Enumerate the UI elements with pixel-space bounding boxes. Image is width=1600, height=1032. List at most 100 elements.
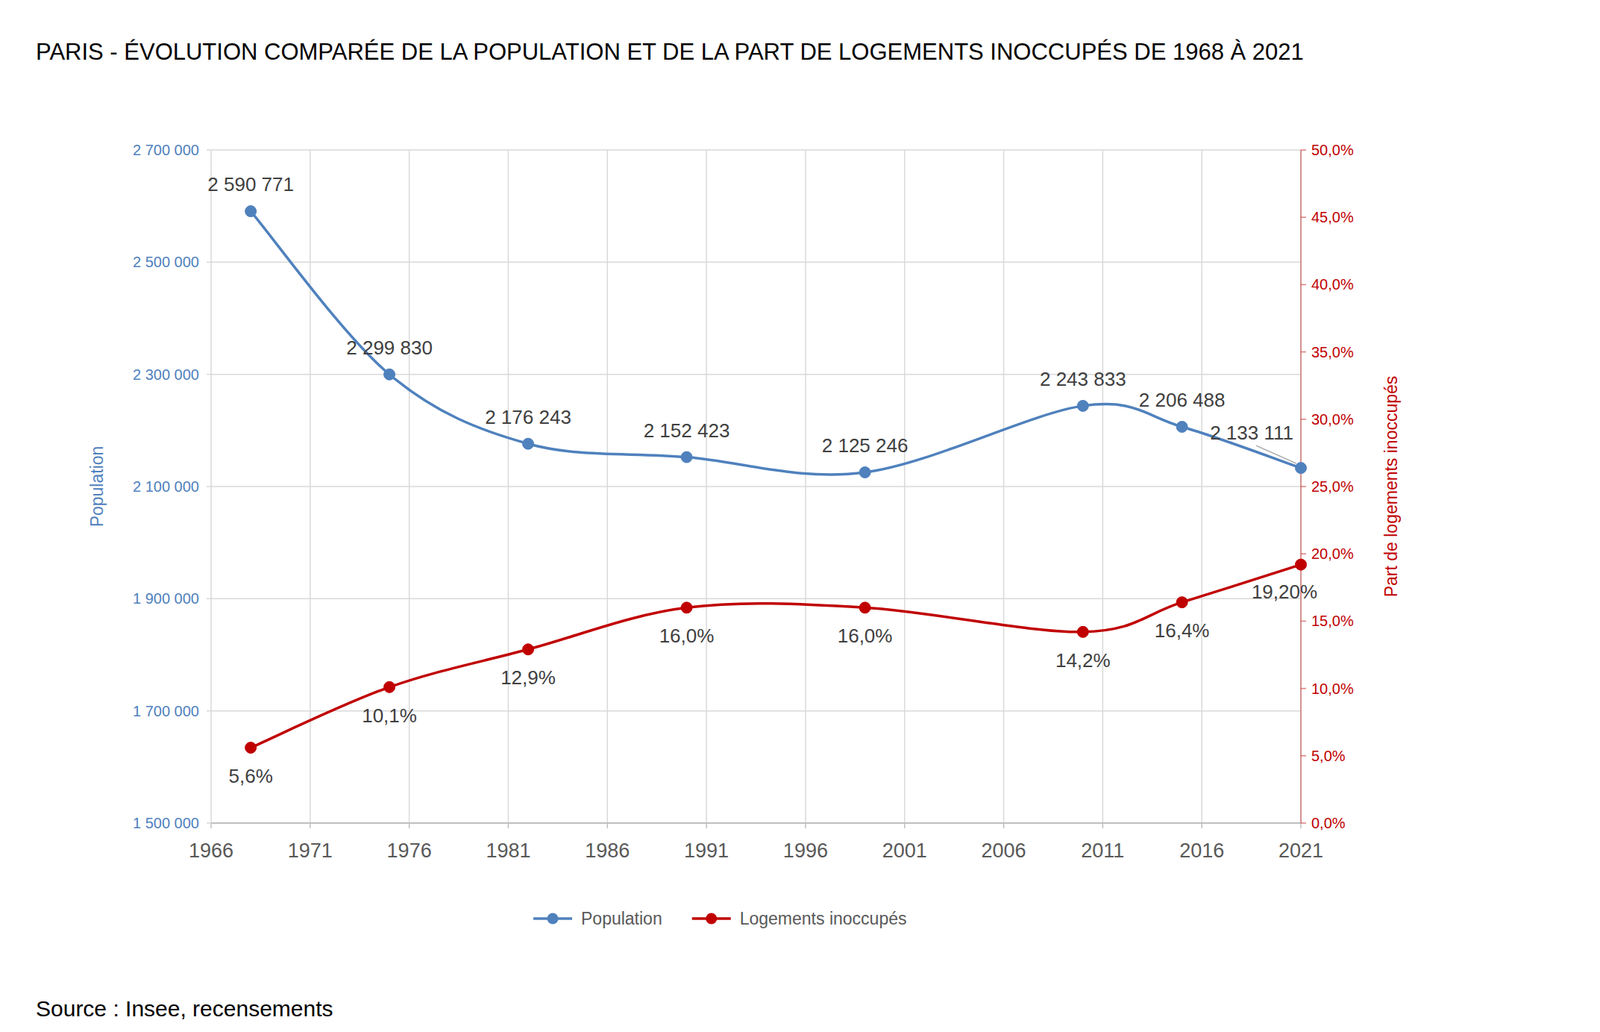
- y2-tick-label: 25,0%: [1311, 478, 1354, 495]
- data-label: 10,1%: [361, 704, 417, 727]
- x-tick-label: 1996: [783, 839, 828, 862]
- y-tick-label: 1 500 000: [132, 814, 200, 831]
- y2-tick-label: 30,0%: [1311, 411, 1354, 428]
- title: PARIS - ÉVOLUTION COMPARÉE DE LA POPULAT…: [35, 38, 1304, 65]
- source: Source : Insee, recensements: [35, 995, 334, 1021]
- y-tick: [206, 710, 212, 712]
- y-tick: [206, 598, 212, 600]
- y-tick-label: 2 300 000: [132, 366, 200, 383]
- y2-axis-title: Part de logements inoccupés: [1381, 375, 1401, 598]
- x-tick-label: 1976: [387, 839, 432, 862]
- y2-tick: [1300, 620, 1307, 623]
- series-marker: [1295, 558, 1307, 570]
- x-tick: [309, 822, 312, 828]
- y2-tick: [1300, 351, 1307, 353]
- y-grid-line: [211, 822, 1301, 824]
- background: [0, 0, 1600, 1032]
- series-marker: [681, 601, 693, 614]
- series-marker: [681, 451, 693, 463]
- data-label: 2 299 830: [346, 336, 433, 359]
- x-tick-label: 2021: [1278, 839, 1324, 862]
- series-marker: [1176, 420, 1188, 432]
- y2-tick: [1300, 552, 1307, 555]
- plot-area: [245, 205, 1307, 754]
- x-tick: [1200, 822, 1203, 828]
- x-tick-label: 1986: [584, 839, 630, 862]
- x-tick: [507, 822, 510, 828]
- series-marker: [522, 643, 535, 655]
- y-grid-line: [211, 598, 1301, 600]
- data-labels: 2 590 771 2 299 830 2 176 243 2 152 423 2 12…: [207, 173, 1318, 787]
- y2-tick-label: 15,0%: [1311, 612, 1354, 629]
- legend-label: Logements inoccupés: [739, 908, 908, 928]
- x-tick: [408, 822, 411, 828]
- y-tick: [206, 822, 212, 824]
- data-label: 2 125 246: [822, 434, 909, 457]
- y-grid-line: [211, 149, 1301, 151]
- y2-tick-label: 0,0%: [1311, 814, 1346, 831]
- x-tick: [210, 822, 212, 828]
- x-tick-label: 2006: [981, 839, 1027, 862]
- x-tick: [1300, 822, 1302, 828]
- x-tick-label: 1981: [485, 839, 531, 862]
- legend: Population Logements inoccupés: [533, 908, 907, 928]
- y-tick: [206, 149, 212, 151]
- y2-tick: [1300, 216, 1307, 218]
- chart: PARIS - ÉVOLUTION COMPARÉE DE LA POPULAT…: [0, 0, 1600, 1032]
- y-tick: [206, 261, 212, 264]
- data-label: 16,0%: [659, 624, 715, 647]
- series-marker: [245, 741, 257, 753]
- data-label: 5,6%: [228, 764, 273, 787]
- y-tick: [206, 373, 212, 376]
- x-tick-label: 1971: [287, 839, 333, 862]
- series-marker: [859, 466, 871, 479]
- legend-marker: [705, 913, 717, 925]
- data-label: 2 590 771: [207, 173, 294, 196]
- y2-tick-label: 5,0%: [1311, 747, 1346, 764]
- y2-tick: [1300, 754, 1307, 757]
- series-marker: [859, 601, 871, 614]
- data-label: 12,9%: [500, 666, 556, 689]
- y-tick-label: 2 100 000: [132, 478, 200, 495]
- y2-tick: [1300, 687, 1307, 690]
- y-grid-line: [211, 485, 1301, 488]
- y2-tick: [1300, 149, 1307, 151]
- series-marker: [1077, 625, 1089, 638]
- y-tick-label: 1 900 000: [132, 590, 200, 607]
- y2-tick-label: 45,0%: [1311, 208, 1354, 226]
- y2-tick-label: 40,0%: [1311, 275, 1354, 293]
- data-label: 16,0%: [837, 624, 893, 647]
- data-label: 2 243 833: [1039, 367, 1127, 391]
- y-tick-label: 1 700 000: [132, 702, 200, 720]
- series-line: [250, 211, 1301, 475]
- x-tick-label: 1991: [684, 839, 729, 862]
- x-tick-label: 2011: [1080, 839, 1125, 862]
- data-label: 2 133 111: [1209, 421, 1294, 444]
- legend-marker: [547, 913, 559, 925]
- series-marker: [522, 437, 535, 450]
- x-tick: [1003, 822, 1005, 828]
- data-label: 16,4%: [1154, 619, 1210, 642]
- y2-tick-label: 10,0%: [1311, 680, 1354, 697]
- y-tick-label: 2 700 000: [132, 141, 200, 159]
- legend-entry: Population: [533, 908, 663, 928]
- y-tick: [206, 485, 212, 488]
- label-leader: [1256, 445, 1297, 464]
- data-label: 2 176 243: [484, 405, 572, 429]
- y2-tick-label: 35,0%: [1311, 343, 1354, 361]
- x-tick: [1102, 822, 1104, 828]
- data-label: 2 152 423: [643, 419, 731, 442]
- x-tick-label: 1966: [188, 839, 234, 862]
- series-marker: [1295, 462, 1307, 474]
- series-marker: [1176, 596, 1188, 608]
- x-tick-label: 2016: [1179, 839, 1225, 862]
- x-tick: [804, 822, 807, 828]
- y-grid-line: [211, 373, 1301, 376]
- series-marker: [384, 368, 396, 380]
- data-label: 19,20%: [1251, 580, 1318, 603]
- y2-tick: [1300, 822, 1307, 824]
- y2-tick: [1300, 284, 1307, 286]
- y2-tick-label: 50,0%: [1311, 141, 1354, 159]
- legend-entry: Logements inoccupés: [692, 908, 908, 928]
- y-grid-line: [211, 261, 1301, 264]
